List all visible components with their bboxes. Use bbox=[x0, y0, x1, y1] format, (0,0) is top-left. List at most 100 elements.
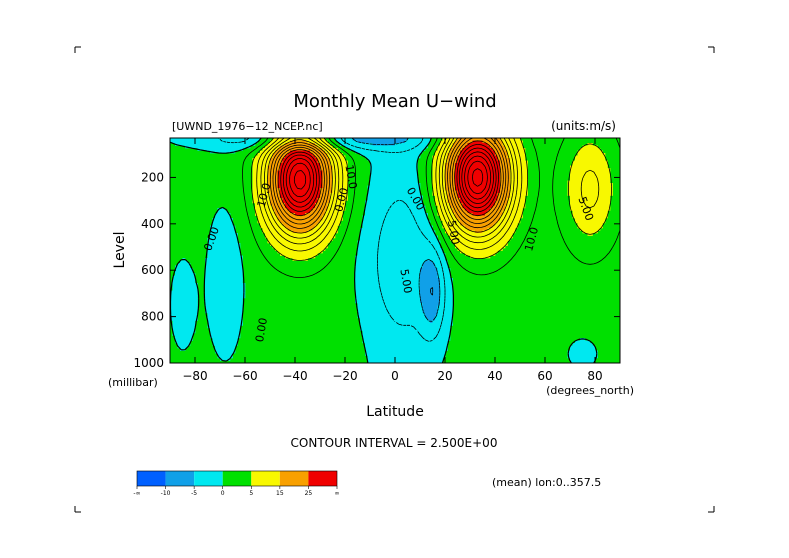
contour-fill-cell bbox=[500, 185, 503, 189]
contour-fill-cell bbox=[407, 205, 411, 209]
contour-fill-cell bbox=[397, 185, 401, 189]
contour-fill-cell bbox=[310, 170, 313, 174]
contour-fill-cell bbox=[280, 175, 283, 179]
contour-fill-cell bbox=[492, 143, 496, 146]
contour-fill-cell bbox=[292, 240, 296, 244]
contour-fill-cell bbox=[485, 190, 488, 194]
contour-fill-cell bbox=[442, 188, 446, 191]
contour-fill-cell bbox=[392, 223, 396, 226]
contour-fill-cell bbox=[297, 198, 301, 201]
contour-fill-cell bbox=[220, 223, 223, 226]
contour-fill-cell bbox=[592, 158, 596, 161]
contour-fill-cell bbox=[282, 160, 286, 164]
contour-fill-cell bbox=[282, 215, 286, 219]
contour-fill-cell bbox=[497, 220, 501, 224]
contour-fill-cell bbox=[197, 145, 201, 149]
contour-fill-cell bbox=[487, 170, 491, 174]
contour-fill-cell bbox=[475, 220, 478, 224]
contour-fill-cell bbox=[480, 243, 483, 246]
contour-fill-cell bbox=[260, 198, 263, 201]
contour-fill-cell bbox=[420, 143, 423, 146]
contour-fill-cell bbox=[237, 148, 241, 151]
contour-fill-cell bbox=[212, 248, 216, 251]
contour-fill-cell bbox=[382, 153, 386, 156]
contour-fill-cell bbox=[307, 155, 311, 159]
contour-fill-cell bbox=[442, 185, 446, 189]
contour-fill-cell bbox=[265, 155, 268, 159]
contour-fill-cell bbox=[385, 200, 388, 204]
contour-fill-cell bbox=[410, 243, 413, 246]
contour-fill-cell bbox=[440, 185, 443, 189]
contour-fill-cell bbox=[420, 225, 423, 229]
contour-fill-cell bbox=[292, 205, 296, 209]
contour-fill-cell bbox=[392, 235, 396, 239]
contour-fill-cell bbox=[452, 175, 456, 179]
contour-fill-cell bbox=[502, 223, 506, 226]
contour-fill-cell bbox=[285, 193, 288, 196]
contour-fill-cell bbox=[412, 153, 416, 156]
contour-fill-cell bbox=[312, 153, 316, 156]
contour-fill-cell bbox=[457, 233, 461, 236]
contour-fill-cell bbox=[407, 190, 411, 194]
contour-fill-cell bbox=[377, 178, 381, 181]
contour-fill-cell bbox=[225, 245, 228, 249]
contour-fill-cell bbox=[440, 200, 443, 204]
contour-fill-cell bbox=[395, 163, 398, 166]
contour-fill-cell bbox=[482, 218, 486, 221]
contour-fill-cell bbox=[270, 200, 273, 204]
contour-fill-cell bbox=[502, 173, 506, 176]
contour-fill-cell bbox=[600, 213, 603, 216]
contour-fill-cell bbox=[522, 180, 526, 184]
contour-fill-cell bbox=[310, 148, 313, 151]
contour-fill-cell bbox=[307, 238, 311, 241]
contour-fill-cell bbox=[475, 190, 478, 194]
contour-fill-cell bbox=[455, 220, 458, 224]
contour-fill-cell bbox=[585, 195, 588, 199]
contour-fill-cell bbox=[295, 165, 298, 169]
contour-fill-cell bbox=[582, 158, 586, 161]
contour-fill-cell bbox=[515, 145, 518, 149]
contour-fill-cell bbox=[457, 165, 461, 169]
contour-fill-cell bbox=[467, 178, 471, 181]
contour-fill-cell bbox=[405, 168, 408, 171]
contour-fill-cell bbox=[277, 233, 281, 236]
contour-fill-cell bbox=[490, 165, 493, 169]
contour-fill-cell bbox=[272, 193, 276, 196]
contour-fill-cell bbox=[275, 148, 278, 151]
contour-fill-cell bbox=[572, 198, 576, 201]
contour-fill-cell bbox=[365, 213, 368, 216]
contour-fill-cell bbox=[462, 235, 466, 239]
contour-fill-cell bbox=[445, 158, 448, 161]
contour-fill-cell bbox=[595, 228, 598, 231]
contour-fill-cell bbox=[575, 170, 578, 174]
contour-fill-cell bbox=[375, 198, 378, 201]
contour-fill-cell bbox=[470, 158, 473, 161]
contour-fill-cell bbox=[340, 215, 343, 219]
contour-fill-cell bbox=[277, 183, 281, 186]
contour-fill-cell bbox=[575, 208, 578, 211]
contour-fill-cell bbox=[292, 228, 296, 231]
contour-fill-cell bbox=[467, 163, 471, 166]
contour-fill-cell bbox=[435, 193, 438, 196]
contour-fill-cell bbox=[605, 185, 608, 189]
contour-fill-cell bbox=[220, 235, 223, 239]
contour-fill-cell bbox=[500, 238, 503, 241]
contour-fill-cell bbox=[225, 210, 228, 214]
contour-fill-cell bbox=[510, 188, 513, 191]
contour-fill-cell bbox=[380, 208, 383, 211]
contour-fill-cell bbox=[437, 160, 441, 164]
contour-fill-cell bbox=[410, 170, 413, 174]
contour-fill-cell bbox=[495, 150, 498, 154]
contour-fill-cell bbox=[280, 240, 283, 244]
contour-fill-cell bbox=[415, 213, 418, 216]
contour-fill-cell bbox=[462, 185, 466, 189]
contour-fill-cell bbox=[422, 138, 426, 141]
contour-fill-cell bbox=[372, 200, 376, 204]
contour-fill-cell bbox=[325, 160, 328, 164]
contour-fill-cell bbox=[475, 153, 478, 156]
contour-fill-cell bbox=[437, 148, 441, 151]
contour-fill-cell bbox=[212, 148, 216, 151]
contour-fill-cell bbox=[315, 190, 318, 194]
contour-fill-cell bbox=[297, 183, 301, 186]
contour-fill-cell bbox=[277, 250, 281, 254]
